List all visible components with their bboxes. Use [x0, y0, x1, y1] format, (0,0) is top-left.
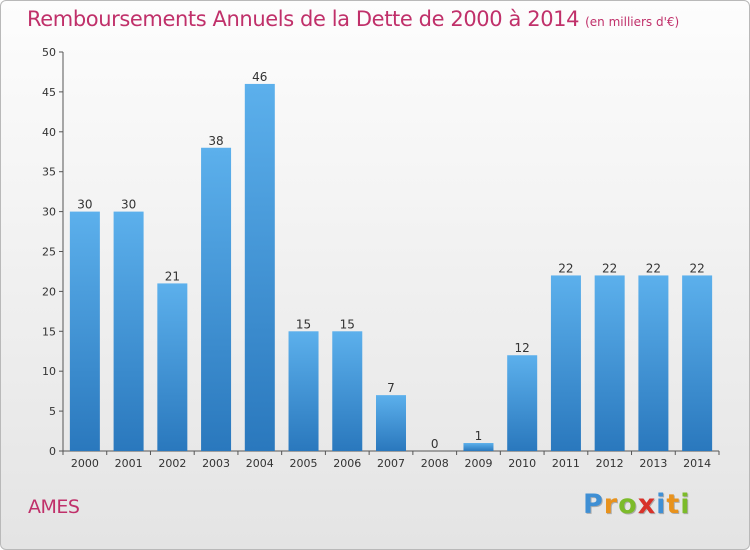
value-label: 0	[431, 437, 439, 451]
brand-letter: o	[618, 489, 638, 520]
bar-2002	[157, 283, 188, 451]
value-label: 30	[121, 198, 136, 212]
brand-letter: i	[656, 489, 667, 520]
bar-2011	[550, 275, 581, 451]
value-label: 1	[475, 429, 483, 443]
x-tick-label: 2005	[290, 457, 318, 470]
bars-group	[69, 83, 713, 452]
value-label: 46	[252, 70, 267, 84]
value-label: 22	[646, 261, 661, 275]
x-tick-label: 2010	[508, 457, 536, 470]
bar-2000	[69, 211, 100, 451]
x-tick-label: 2012	[596, 457, 624, 470]
value-label: 30	[77, 198, 92, 212]
y-tick-label: 0	[49, 445, 56, 458]
y-tick-label: 20	[42, 285, 56, 298]
value-label: 7	[387, 381, 395, 395]
chart-title-text: Remboursements Annuels de la Dette de 20…	[27, 7, 580, 31]
y-tick-label: 35	[42, 166, 56, 179]
value-label: 22	[558, 261, 573, 275]
bar-2005	[288, 331, 319, 451]
x-tick-label: 2013	[639, 457, 667, 470]
bar-2009	[463, 443, 494, 451]
bar-2004	[244, 83, 275, 452]
brand-logo: Proxiti	[583, 489, 691, 520]
y-tick-label: 15	[42, 325, 56, 338]
x-tick-label: 2008	[421, 457, 449, 470]
y-tick-label: 45	[42, 86, 56, 99]
bar-2010	[507, 355, 538, 451]
y-tick-label: 5	[49, 405, 56, 418]
bar-2014	[682, 275, 713, 451]
value-label: 22	[689, 261, 704, 275]
value-label: 15	[296, 317, 311, 331]
value-label: 15	[340, 317, 355, 331]
x-tick-label: 2001	[115, 457, 143, 470]
value-label: 12	[515, 341, 530, 355]
x-tick-label: 2011	[552, 457, 580, 470]
x-tick-label: 2009	[464, 457, 492, 470]
bar-2006	[332, 331, 363, 451]
value-label: 21	[165, 269, 180, 283]
y-tick-label: 25	[42, 246, 56, 259]
bar-2001	[113, 211, 144, 451]
x-tick-label: 2002	[158, 457, 186, 470]
brand-letter: P	[583, 489, 604, 520]
y-tick-label: 40	[42, 126, 56, 139]
brand-letter: x	[637, 489, 657, 520]
bar-2012	[594, 275, 625, 451]
brand-letter: r	[603, 489, 619, 520]
x-tick-label: 2007	[377, 457, 405, 470]
chart-title: Remboursements Annuels de la Dette de 20…	[27, 7, 679, 31]
x-tick-label: 2003	[202, 457, 230, 470]
x-tick-label: 2006	[333, 457, 361, 470]
x-tick-label: 2004	[246, 457, 274, 470]
labels-group: 0510152025303540455020003020013020022120…	[42, 46, 711, 470]
bar-2013	[638, 275, 669, 451]
x-tick-label: 2014	[683, 457, 711, 470]
bar-2003	[201, 147, 232, 451]
bar-2007	[376, 395, 406, 451]
y-tick-label: 50	[42, 46, 56, 59]
value-label: 22	[602, 261, 617, 275]
chart-subtitle: (en milliers d'€)	[585, 15, 680, 29]
y-tick-label: 10	[42, 365, 56, 378]
y-tick-label: 30	[42, 206, 56, 219]
commune-name: AMES	[28, 496, 80, 518]
brand-letter: i	[680, 489, 691, 520]
value-label: 38	[208, 134, 223, 148]
x-tick-label: 2000	[71, 457, 99, 470]
brand-letter: t	[666, 489, 681, 520]
